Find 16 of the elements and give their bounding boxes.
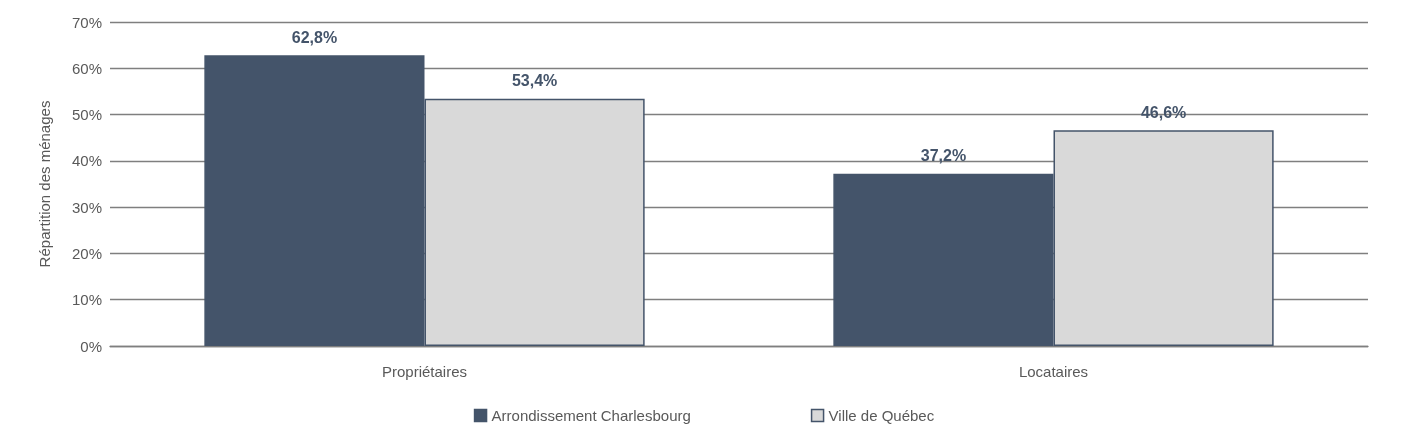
data-label: 53,4%	[511, 72, 558, 90]
y-tick-label: 10%	[71, 291, 102, 309]
y-tick-label: 70%	[71, 13, 102, 31]
legend-label: Arrondissement Charlesbourg	[491, 407, 691, 424]
y-tick-label: 60%	[71, 59, 102, 77]
y-tick-label: 0%	[80, 337, 102, 355]
x-tick-label: Locataires	[1018, 363, 1089, 380]
legend-label: Ville de Québec	[828, 407, 935, 424]
data-label: 37,2%	[920, 147, 967, 165]
x-tick-label: Propriétaires	[381, 363, 468, 380]
y-tick-label: 20%	[71, 244, 102, 262]
y-axis-title: Répartition des ménages	[36, 100, 53, 268]
y-tick-label: 30%	[71, 198, 102, 216]
data-label: 62,8%	[291, 28, 338, 46]
y-tick-label: 50%	[71, 106, 102, 124]
y-tick-label: 40%	[71, 152, 102, 170]
